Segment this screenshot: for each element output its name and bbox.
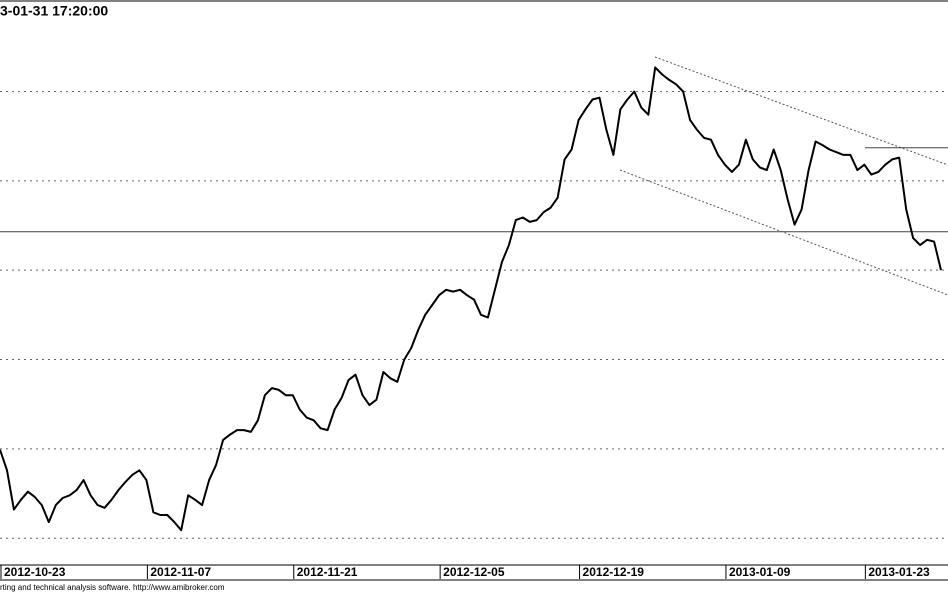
channel-upper bbox=[654, 56, 948, 166]
footer: rting and technical analysis software. h… bbox=[0, 583, 225, 592]
price-line bbox=[0, 66, 942, 532]
channel-lower bbox=[619, 169, 948, 296]
x-tick-label: 2012-10-23 bbox=[4, 565, 66, 579]
x-tick-label: 2012-11-21 bbox=[297, 565, 358, 579]
chart-title: 3-01-31 17:20:00 bbox=[0, 3, 108, 19]
x-tick-label: 2013-01-09 bbox=[729, 565, 791, 579]
x-tick-label: 2012-12-05 bbox=[443, 565, 505, 579]
x-tick-label: 2012-11-07 bbox=[150, 565, 211, 579]
x-tick-label: 2012-12-19 bbox=[583, 565, 645, 579]
x-tick-label: 2013-01-23 bbox=[868, 565, 930, 579]
